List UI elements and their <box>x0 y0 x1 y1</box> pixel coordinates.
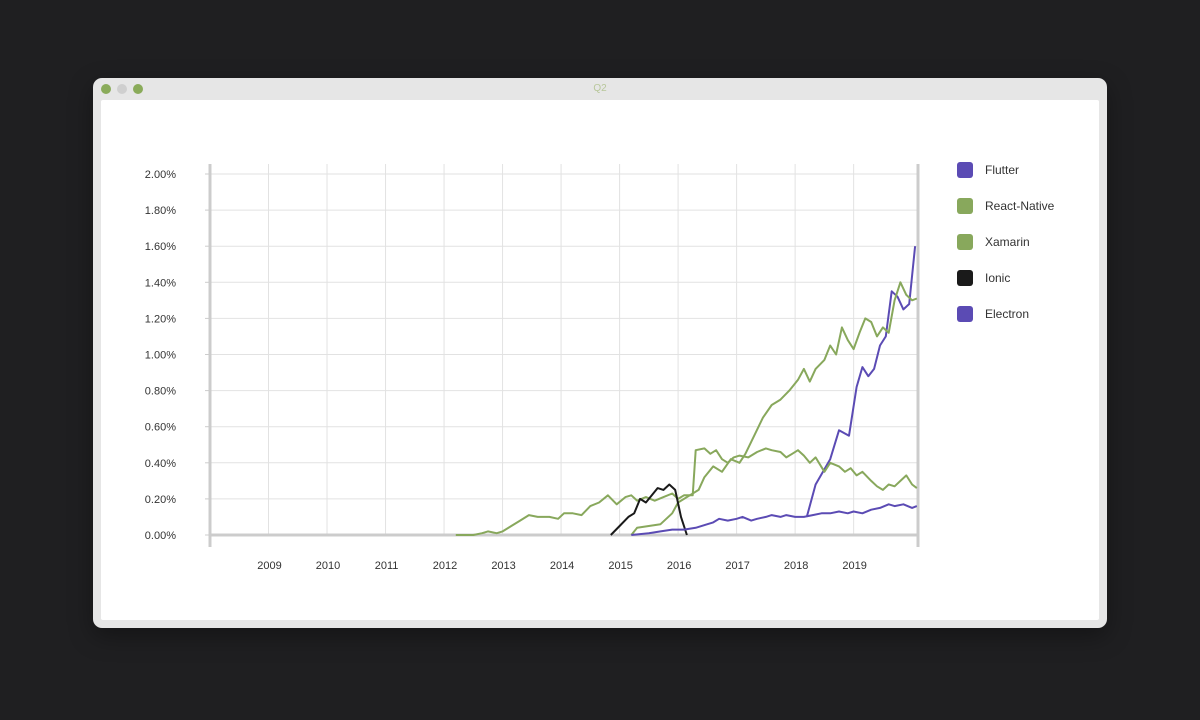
series-line-electron <box>631 503 918 536</box>
series-line-react-native <box>630 281 918 536</box>
x-tick-label: 2012 <box>433 560 457 572</box>
series-line-flutter <box>805 246 917 518</box>
minimize-window-button[interactable] <box>117 84 127 94</box>
x-tick-label: 2018 <box>784 560 808 572</box>
y-tick-label: 0.40% <box>145 458 176 470</box>
legend-swatch-electron <box>957 306 973 322</box>
legend-label: Ionic <box>985 271 1011 285</box>
y-tick-label: 0.80% <box>145 386 176 398</box>
series-line-xamarin <box>455 447 918 536</box>
legend-label: React-Native <box>985 199 1055 213</box>
close-window-button[interactable] <box>101 84 111 94</box>
x-tick-label: 2011 <box>375 560 399 572</box>
series-line-ionic <box>610 483 688 536</box>
x-tick-label: 2010 <box>316 560 340 572</box>
x-tick-label: 2016 <box>667 560 691 572</box>
line-chart: 0.00% 0.20% 0.40% 0.60% 0.80% 1.00% 1.20% 1.40%… <box>145 164 920 572</box>
x-tick-label: 2014 <box>550 560 574 572</box>
maximize-window-button[interactable] <box>133 84 143 94</box>
x-tick-label: 2013 <box>491 560 515 572</box>
y-tick-label: 1.20% <box>145 313 176 325</box>
y-tick-label: 0.20% <box>145 494 176 506</box>
x-tick-label: 2009 <box>257 560 281 572</box>
y-tick-label: 2.00% <box>145 169 176 181</box>
title-bar: Q2 <box>93 78 1107 100</box>
window-title: Q2 <box>593 83 607 94</box>
legend-swatch-react-native <box>957 198 973 214</box>
legend-label: Flutter <box>985 163 1020 177</box>
series-lines <box>455 246 918 536</box>
x-tick-label: 2019 <box>842 560 866 572</box>
y-tick-label: 1.40% <box>145 277 176 289</box>
y-tick-label: 0.00% <box>145 530 176 542</box>
y-tick-label: 0.60% <box>145 422 176 434</box>
legend-swatch-xamarin <box>957 234 973 250</box>
y-tick-label: 1.00% <box>145 350 176 362</box>
app-window: Q2 0.00% 0.20% 0.40% 0.60% 0.80% 1.00% 1.20% 1.… <box>93 78 1107 628</box>
x-tick-label: 2015 <box>608 560 632 572</box>
tick-labels: 0.00% 0.20% 0.40% 0.60% 0.80% 1.00% 1.20% 1.40%… <box>145 169 867 572</box>
y-tick-label: 1.60% <box>145 241 176 253</box>
y-tick-label: 1.80% <box>145 205 176 217</box>
chart-panel: 0.00% 0.20% 0.40% 0.60% 0.80% 1.00% 1.20% 1.40%… <box>101 100 1099 620</box>
legend-label: Electron <box>985 307 1030 321</box>
legend-swatch-flutter <box>957 162 973 178</box>
legend-swatch-ionic <box>957 270 973 286</box>
axes <box>205 164 920 547</box>
x-tick-label: 2017 <box>725 560 749 572</box>
legend-label: Xamarin <box>985 235 1030 249</box>
grid <box>210 164 918 536</box>
